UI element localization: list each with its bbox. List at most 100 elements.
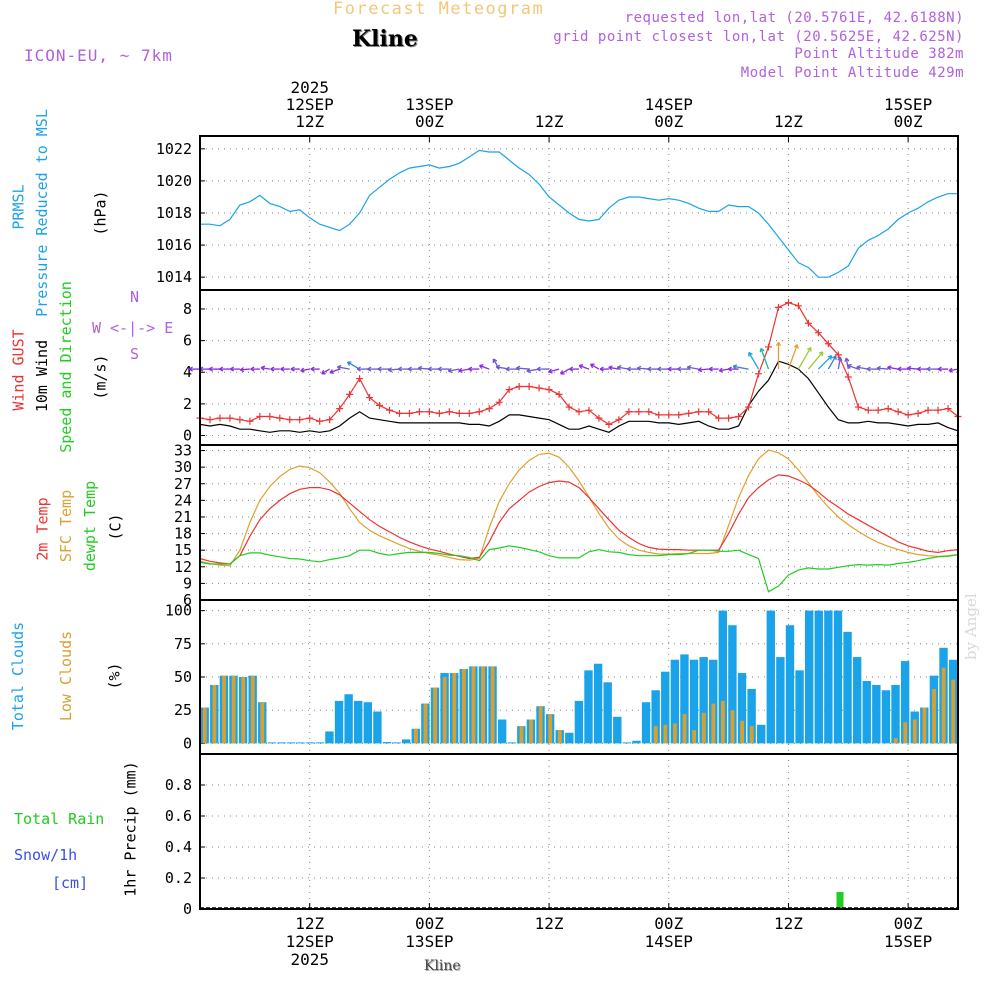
wind-arrow-head (560, 370, 565, 375)
gust-marker (346, 390, 354, 398)
low-cloud-bar (519, 726, 524, 744)
gust-marker (675, 411, 683, 419)
wind-arrow (837, 357, 842, 370)
grid-point-coords: grid point closest lon,lat (20.5625E, 42… (553, 29, 964, 45)
total-cloud-bar (622, 742, 632, 744)
wind-arrow-head (516, 365, 521, 371)
gust-marker (326, 416, 334, 424)
prmsl-label: PRMSL (9, 184, 28, 230)
gust-marker (286, 416, 294, 424)
gust-marker (824, 340, 832, 348)
total-cloud-bar (306, 742, 315, 744)
wind-arrow (876, 367, 889, 370)
wind-arrow (733, 365, 749, 370)
pressure-unit-label: (hPa) (91, 190, 110, 236)
wind-arrow (948, 368, 959, 372)
meteogram-title: Forecast Meteogram (333, 0, 545, 19)
model-altitude: Model Point Altitude 429m (740, 65, 964, 81)
gust-marker (425, 408, 433, 416)
total-cloud-bar (862, 680, 871, 744)
wind-arrow (847, 364, 859, 370)
low-cloud-bar (740, 720, 745, 744)
low-cloud-bar (663, 724, 668, 744)
panel-grid (200, 290, 958, 445)
wind-arrow (578, 364, 590, 370)
y-tick-label: 9 (183, 574, 192, 592)
total-cloud-bar (315, 742, 325, 744)
wind-arrow-head (732, 364, 738, 370)
wind-arrow-head (219, 366, 224, 372)
snow-label: Snow/1h (14, 846, 78, 864)
gust-marker (774, 303, 782, 311)
y-tick-label: 6 (183, 591, 192, 609)
total-cloud-bar (824, 610, 833, 744)
low-cloud-bar (893, 738, 898, 744)
wind-arrow-head (239, 367, 245, 373)
wind-arrow-head (478, 364, 484, 370)
gust-marker (874, 406, 882, 414)
low-cloud-bar (260, 702, 265, 744)
wind-arrow-head (906, 365, 912, 372)
y-tick-label: 18 (174, 525, 192, 543)
gust-marker (854, 403, 862, 411)
low-cloud-bar (653, 726, 658, 744)
wind-arrow-head (536, 366, 541, 372)
wind-gust-label: Wind GUST (9, 329, 28, 411)
total-cloud-bar (766, 610, 775, 744)
precip-unit-label: 1hr Precip (mm) (121, 761, 140, 897)
gust-marker (575, 408, 583, 416)
wind-arrow-head (290, 366, 295, 372)
wind-arrow (516, 367, 530, 370)
wind-arrow-head (636, 365, 642, 371)
gust-marker (256, 413, 264, 421)
total-cloud-bar (833, 610, 843, 744)
dewpt-line (199, 545, 959, 593)
gust-marker (884, 405, 892, 413)
gust-marker (505, 386, 513, 394)
total-cloud-bar (277, 742, 286, 744)
low-cloud-bar (250, 675, 255, 744)
wind-arrow-head (329, 369, 334, 375)
gust-marker (206, 416, 214, 424)
gust-marker (725, 414, 733, 422)
wind-arrow-head (718, 367, 724, 373)
wind-arrow (260, 366, 270, 370)
y-tick-label: 8 (183, 300, 192, 318)
low-cloud-bar (490, 666, 495, 744)
total-cloud-bar (670, 659, 680, 744)
gust-marker (645, 408, 653, 416)
wind-arrow-head (569, 366, 574, 372)
wind-arrow (448, 368, 460, 372)
gust-marker (904, 411, 912, 419)
gust-marker (944, 405, 952, 413)
total-cloud-bar (891, 684, 900, 744)
y-tick-label: 1018 (156, 204, 192, 222)
gust-marker (515, 382, 523, 390)
wind-arrow-head (616, 364, 622, 371)
low-cloud-bar (231, 675, 236, 744)
y-tick-label: 0.8 (165, 776, 192, 794)
pressure-line (200, 149, 958, 278)
gust-marker (804, 319, 812, 327)
wind-arrow-head (775, 341, 782, 347)
low-cloud-bar (423, 703, 428, 744)
wind-arrow-head (832, 355, 837, 360)
wind-arrow-head (578, 364, 584, 370)
wind-arrow-head (260, 365, 266, 371)
y-tick-label: 0 (183, 734, 192, 752)
gust-marker (585, 406, 593, 414)
total-cloud-bar (373, 711, 382, 744)
low-cloud-bar (673, 723, 677, 744)
gust-marker (745, 403, 753, 411)
gust-marker (266, 413, 274, 421)
low-cloud-bar (749, 726, 754, 744)
wind-arrow (887, 366, 899, 370)
gust-marker (216, 414, 224, 422)
wind-arrow (240, 368, 250, 371)
wind-arrow-head (397, 366, 403, 372)
time-label-top: 00Z (654, 112, 683, 131)
wind-arrow-head (793, 344, 799, 349)
total-cloud-bar (709, 659, 718, 744)
wind-arrow (388, 368, 400, 371)
compass-west-east: W <-|-> E (92, 319, 174, 337)
